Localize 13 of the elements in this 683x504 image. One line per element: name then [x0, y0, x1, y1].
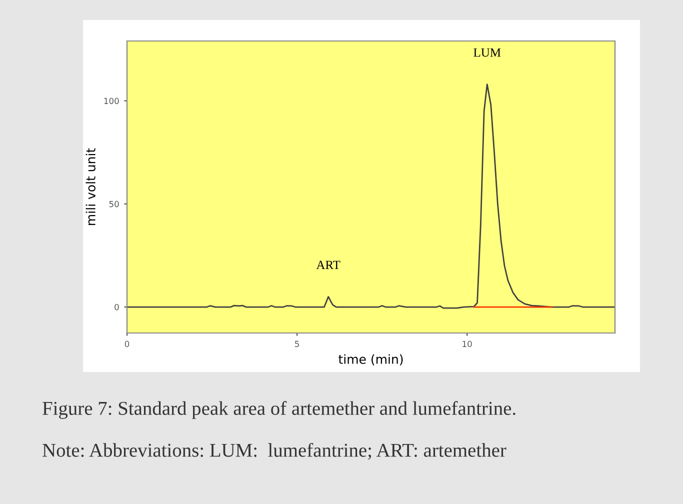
- y-tick-label: 100: [104, 98, 119, 104]
- annotation: ART: [316, 260, 340, 270]
- annotation: LUM: [474, 48, 501, 57]
- text: Figure 7: Standard peak area of artemether and lumefantrine.: [42, 401, 516, 419]
- x-axis-title: time (min): [338, 354, 403, 366]
- line-series: [127, 84, 615, 309]
- x-tick-label: 0: [124, 340, 130, 348]
- y-tick-label: 50: [109, 200, 119, 208]
- x-tick-label: 10: [462, 340, 472, 348]
- x-tick-label: 5: [295, 340, 299, 348]
- y-axis-title: mili volt unit: [86, 148, 96, 225]
- text: Note: Abbreviations: LUM: lumefantrine; ART: artemether: [42, 442, 506, 460]
- y-tick-label: 0: [114, 304, 119, 310]
